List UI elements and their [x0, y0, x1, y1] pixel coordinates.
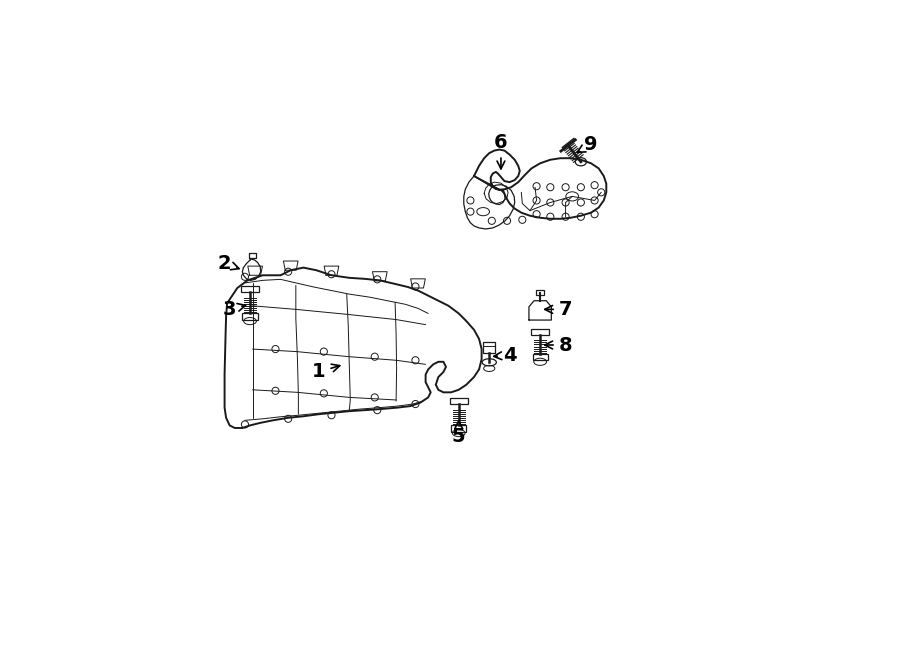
Bar: [533, 354, 548, 360]
Text: 4: 4: [494, 346, 517, 365]
Bar: [483, 342, 495, 353]
Text: 9: 9: [577, 135, 598, 154]
Bar: [536, 290, 544, 295]
Bar: [241, 286, 259, 292]
Bar: [242, 313, 257, 319]
Bar: [531, 329, 549, 335]
Bar: [451, 426, 466, 432]
Text: 7: 7: [544, 300, 572, 319]
Text: 3: 3: [223, 300, 246, 319]
Text: 5: 5: [452, 420, 465, 446]
Bar: [449, 398, 468, 404]
Text: 6: 6: [494, 134, 508, 169]
Text: 2: 2: [218, 254, 239, 273]
Text: 8: 8: [544, 336, 572, 354]
Text: 1: 1: [312, 362, 339, 381]
